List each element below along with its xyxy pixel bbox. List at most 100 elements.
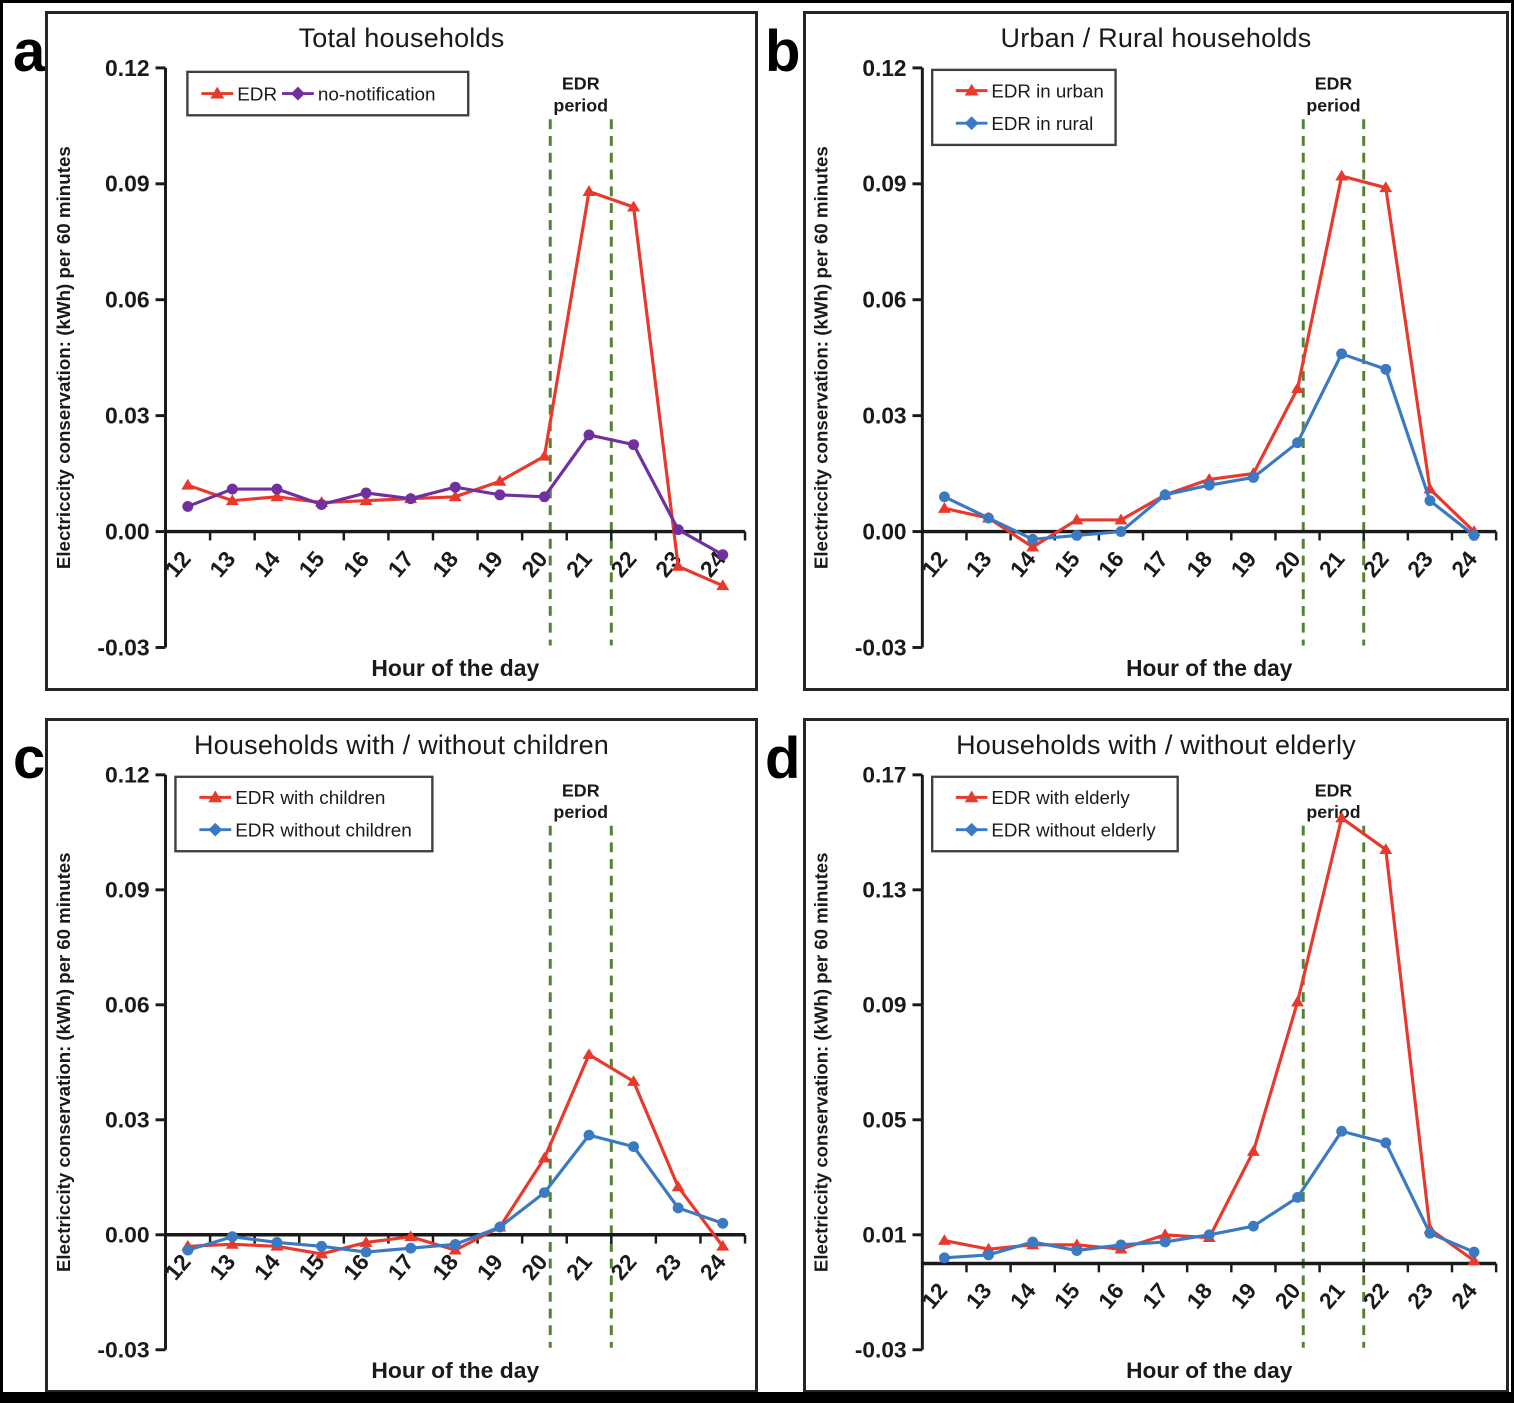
y-tick-label: 0.17	[862, 767, 906, 788]
data-point-marker	[1247, 472, 1259, 483]
edr-period-label: period	[1306, 95, 1360, 115]
x-tick-label: 23	[650, 1249, 686, 1285]
legend-marker	[964, 116, 979, 131]
data-point-marker	[583, 1129, 595, 1141]
legend-marker	[208, 790, 223, 803]
data-point-marker	[226, 1231, 238, 1243]
y-tick-label: 0.09	[862, 993, 906, 1018]
data-point-marker	[538, 1187, 550, 1199]
x-tick-label: 21	[561, 1249, 597, 1285]
legend-box	[186, 70, 470, 117]
legend-marker	[964, 790, 979, 803]
x-tick-label: 17	[382, 1249, 418, 1285]
data-point-marker	[983, 512, 994, 524]
x-tick-label: 16	[338, 546, 374, 582]
y-tick-label: -0.03	[855, 634, 907, 660]
series-line-triangle	[186, 1053, 725, 1256]
data-point-marker	[671, 559, 685, 571]
data-point-marker	[449, 1238, 461, 1250]
y-axis-title: Electriccity conservation: (kWh) per 60 …	[811, 853, 832, 1273]
x-tick-label: 20	[1270, 1278, 1305, 1313]
y-tick-label: 0.13	[862, 878, 906, 903]
y-tick-label: 0.09	[862, 171, 906, 197]
data-point-marker	[1027, 1236, 1039, 1248]
x-tick-label: 18	[1182, 1278, 1217, 1313]
legend-label: EDR with elderly	[991, 787, 1130, 808]
data-point-marker	[1115, 1239, 1127, 1251]
x-tick-label: 21	[561, 546, 598, 582]
edr-period-label: EDR	[562, 781, 600, 801]
x-tick-label: 18	[427, 546, 463, 582]
data-point-marker	[315, 1247, 329, 1259]
data-point-marker	[627, 1075, 641, 1086]
panel-c: Households with / without children EDR pe…	[45, 718, 758, 1392]
data-point-marker	[1468, 1246, 1480, 1258]
data-point-marker	[1424, 1227, 1436, 1239]
x-tick-label: 23	[1403, 1278, 1438, 1313]
data-point-marker	[1336, 1125, 1348, 1137]
y-tick-label: -0.03	[855, 1338, 907, 1363]
x-tick-label: 24	[1446, 546, 1482, 582]
data-point-marker	[582, 1048, 596, 1060]
y-axis-title: Electriccity conservation: (kWh) per 60 …	[53, 853, 74, 1273]
y-tick-label: 0.00	[105, 519, 150, 545]
x-tick-label: 18	[1181, 546, 1217, 582]
data-point-marker	[1114, 513, 1128, 525]
data-point-marker	[225, 494, 239, 506]
x-tick-label: 13	[204, 546, 240, 582]
data-point-marker	[671, 1180, 685, 1192]
data-point-marker	[1380, 1137, 1392, 1149]
data-point-marker	[1203, 1229, 1215, 1241]
data-point-marker	[1291, 995, 1304, 1007]
x-axis-title: Hour of the day	[1126, 1358, 1293, 1383]
data-point-marker	[716, 579, 730, 591]
data-point-marker	[1335, 169, 1349, 181]
data-point-marker	[494, 1221, 506, 1233]
y-tick-label: 0.00	[862, 518, 906, 544]
panel-b-letter: b	[765, 19, 801, 84]
data-point-marker	[582, 185, 596, 196]
x-tick-label: 15	[293, 546, 330, 582]
legend-box	[931, 68, 1117, 147]
data-point-marker	[937, 501, 951, 513]
y-tick-label: 0.06	[105, 287, 150, 313]
x-tick-label: 14	[1005, 1278, 1041, 1314]
data-point-marker	[672, 524, 684, 536]
x-tick-label: 15	[1049, 546, 1085, 582]
data-point-marker	[1070, 513, 1084, 525]
data-point-marker	[1071, 1245, 1083, 1256]
panel-b-title: Urban / Rural households	[1000, 23, 1312, 53]
data-point-marker	[405, 1242, 417, 1254]
series-line-triangle	[942, 816, 1476, 1263]
data-point-marker	[360, 487, 372, 499]
y-tick-label: -0.03	[97, 1337, 149, 1363]
edr-period-label: EDR	[1315, 780, 1353, 800]
x-tick-label: 13	[960, 546, 996, 582]
legend-label: EDR in rural	[991, 113, 1093, 134]
data-point-marker	[181, 478, 195, 490]
panel-d-title: Households with / without elderly	[956, 730, 1356, 760]
y-tick-label: 0.12	[862, 60, 906, 81]
data-point-marker	[494, 489, 506, 501]
data-point-marker	[405, 493, 417, 505]
data-point-marker	[270, 490, 284, 502]
x-tick-label: 17	[382, 546, 418, 582]
data-point-marker	[360, 1246, 372, 1258]
data-point-marker	[1291, 382, 1304, 394]
data-point-marker	[225, 1237, 239, 1249]
panel-b: Urban / Rural households EDR period 0.12 0.…	[803, 11, 1509, 691]
x-axis-title: Hour of the day	[371, 655, 539, 681]
data-point-marker	[537, 1151, 551, 1163]
x-tick-label: 24	[1447, 1278, 1483, 1314]
series-line-circle	[942, 352, 1476, 541]
data-point-marker	[1379, 843, 1393, 854]
data-point-marker	[359, 494, 373, 506]
data-point-marker	[1424, 495, 1436, 507]
data-point-marker	[983, 1249, 994, 1261]
data-point-marker	[628, 1141, 640, 1153]
legend-label: EDR with children	[235, 787, 385, 808]
x-tick-label: 13	[961, 1278, 996, 1313]
